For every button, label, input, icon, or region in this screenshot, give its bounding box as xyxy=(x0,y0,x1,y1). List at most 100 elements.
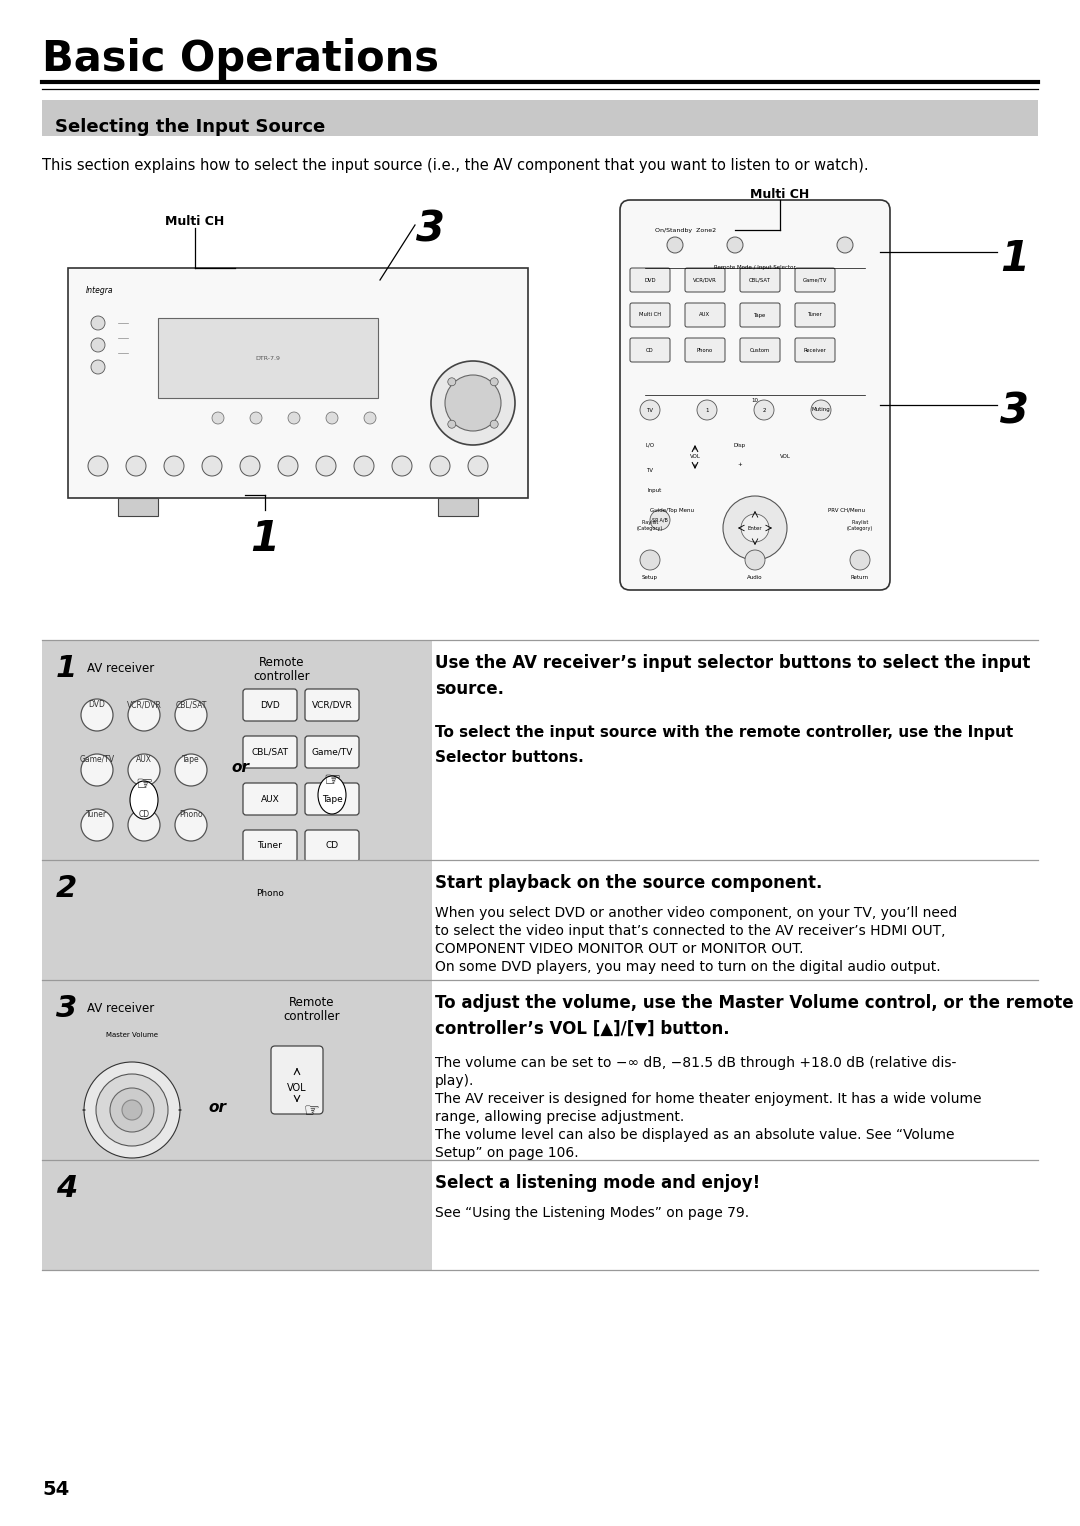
Bar xyxy=(68,269,528,497)
Text: Remote: Remote xyxy=(259,656,305,668)
Text: CD: CD xyxy=(325,841,338,850)
FancyBboxPatch shape xyxy=(740,337,780,362)
Text: AUX: AUX xyxy=(136,755,152,765)
Text: Select a listening mode and enjoy!: Select a listening mode and enjoy! xyxy=(435,1173,760,1192)
Circle shape xyxy=(129,754,160,786)
Text: Game/TV: Game/TV xyxy=(311,748,353,757)
FancyBboxPatch shape xyxy=(630,269,670,291)
Circle shape xyxy=(81,809,113,841)
Text: Input: Input xyxy=(648,488,662,493)
Text: Muting: Muting xyxy=(812,407,831,412)
Text: DVD: DVD xyxy=(260,700,280,710)
Circle shape xyxy=(175,809,207,841)
Text: CBL/SAT: CBL/SAT xyxy=(750,278,771,282)
Circle shape xyxy=(468,456,488,476)
Text: Playlist
(Category): Playlist (Category) xyxy=(637,520,663,531)
Circle shape xyxy=(91,337,105,353)
Text: to select the video input that’s connected to the AV receiver’s HDMI OUT,: to select the video input that’s connect… xyxy=(435,925,945,938)
Text: Selector buttons.: Selector buttons. xyxy=(435,749,584,765)
FancyBboxPatch shape xyxy=(305,690,359,720)
Text: This section explains how to select the input source (i.e., the AV component tha: This section explains how to select the … xyxy=(42,159,868,172)
Text: Return: Return xyxy=(851,575,869,580)
Circle shape xyxy=(81,699,113,731)
Circle shape xyxy=(249,412,262,424)
Text: L/O: L/O xyxy=(646,443,654,447)
Circle shape xyxy=(126,456,146,476)
Circle shape xyxy=(354,456,374,476)
FancyBboxPatch shape xyxy=(243,690,297,720)
Circle shape xyxy=(667,237,683,253)
Bar xyxy=(42,639,432,861)
Text: 2: 2 xyxy=(762,407,766,412)
Circle shape xyxy=(240,456,260,476)
Circle shape xyxy=(91,316,105,330)
Text: controller’s VOL [▲]/[▼] button.: controller’s VOL [▲]/[▼] button. xyxy=(435,1019,730,1038)
Circle shape xyxy=(448,420,456,429)
FancyBboxPatch shape xyxy=(685,337,725,362)
Circle shape xyxy=(129,809,160,841)
Circle shape xyxy=(745,549,765,571)
Circle shape xyxy=(110,1088,154,1132)
Circle shape xyxy=(202,456,222,476)
Circle shape xyxy=(87,456,108,476)
FancyBboxPatch shape xyxy=(243,877,297,909)
Text: On/Standby  Zone2: On/Standby Zone2 xyxy=(654,227,716,233)
Ellipse shape xyxy=(318,777,346,813)
Text: Custom: Custom xyxy=(750,348,770,353)
Circle shape xyxy=(326,412,338,424)
Text: or: or xyxy=(231,760,249,775)
FancyBboxPatch shape xyxy=(620,200,890,591)
Text: When you select DVD or another video component, on your TV, you’ll need: When you select DVD or another video com… xyxy=(435,906,957,920)
Text: ☞: ☞ xyxy=(303,1100,320,1119)
Text: Tuner: Tuner xyxy=(257,841,283,850)
Circle shape xyxy=(850,549,870,571)
Text: Tape: Tape xyxy=(322,795,342,804)
Text: VOL: VOL xyxy=(780,455,791,459)
Circle shape xyxy=(448,378,456,386)
Text: Tuner: Tuner xyxy=(808,313,822,317)
Text: play).: play). xyxy=(435,1074,474,1088)
Bar xyxy=(42,1160,432,1270)
Text: +: + xyxy=(738,462,742,467)
Circle shape xyxy=(212,412,224,424)
Text: VCR/DVR: VCR/DVR xyxy=(312,700,352,710)
Text: See “Using the Listening Modes” on page 79.: See “Using the Listening Modes” on page … xyxy=(435,1206,750,1219)
Circle shape xyxy=(278,456,298,476)
Text: Phono: Phono xyxy=(256,888,284,897)
Circle shape xyxy=(650,510,670,530)
Text: Start playback on the source component.: Start playback on the source component. xyxy=(435,874,822,893)
Bar xyxy=(158,317,378,398)
Text: Remote: Remote xyxy=(289,996,335,1009)
Text: Setup” on page 106.: Setup” on page 106. xyxy=(435,1146,579,1160)
Text: Setup: Setup xyxy=(642,575,658,580)
FancyBboxPatch shape xyxy=(740,269,780,291)
Circle shape xyxy=(811,400,831,420)
Text: ☞: ☞ xyxy=(323,771,341,789)
Text: 4: 4 xyxy=(56,1173,78,1202)
Text: Tuner: Tuner xyxy=(86,810,108,819)
FancyBboxPatch shape xyxy=(685,304,725,327)
Circle shape xyxy=(81,754,113,786)
Text: To select the input source with the remote controller, use the Input: To select the input source with the remo… xyxy=(435,725,1013,740)
Circle shape xyxy=(164,456,184,476)
Text: 1: 1 xyxy=(251,517,280,560)
FancyBboxPatch shape xyxy=(740,304,780,327)
Text: The AV receiver is designed for home theater enjoyment. It has a wide volume: The AV receiver is designed for home the… xyxy=(435,1093,982,1106)
Text: range, allowing precise adjustment.: range, allowing precise adjustment. xyxy=(435,1109,685,1125)
Text: 3: 3 xyxy=(1000,391,1029,432)
Text: The volume level can also be displayed as an absolute value. See “Volume: The volume level can also be displayed a… xyxy=(435,1128,955,1141)
Text: CD: CD xyxy=(138,810,149,819)
FancyBboxPatch shape xyxy=(630,337,670,362)
Circle shape xyxy=(430,456,450,476)
Circle shape xyxy=(392,456,411,476)
Text: VCR/DVR: VCR/DVR xyxy=(693,278,717,282)
Text: VOL: VOL xyxy=(287,1083,307,1093)
Text: VOL: VOL xyxy=(689,455,701,459)
Text: VCR/DVR: VCR/DVR xyxy=(126,700,161,710)
Circle shape xyxy=(723,496,787,560)
Text: Guide/Top Menu: Guide/Top Menu xyxy=(650,508,694,513)
Text: Game/TV: Game/TV xyxy=(80,755,114,765)
Circle shape xyxy=(640,549,660,571)
Text: AV receiver: AV receiver xyxy=(87,662,154,674)
Circle shape xyxy=(175,754,207,786)
